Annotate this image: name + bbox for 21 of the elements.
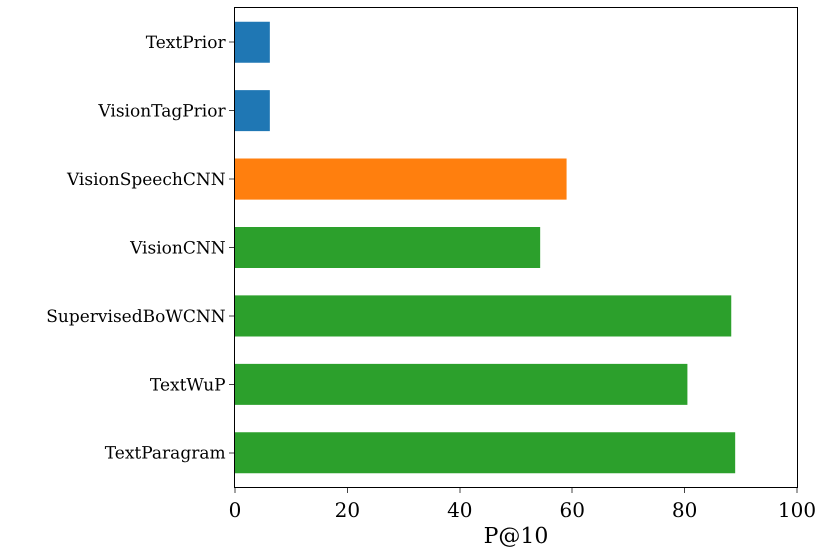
- bar: [235, 364, 688, 405]
- x-tick-label: 80: [672, 498, 698, 522]
- y-tick-label: TextWuP: [150, 375, 226, 396]
- x-tick-label: 20: [334, 498, 360, 522]
- y-tick-label: SupervisedBoWCNN: [46, 306, 226, 327]
- bar: [235, 226, 540, 268]
- bar: [235, 432, 736, 474]
- y-tick-label: VisionTagPrior: [97, 102, 226, 122]
- x-axis-title: P@10: [484, 524, 548, 549]
- y-tick-label: TextParagram: [104, 444, 226, 464]
- bar: [235, 90, 270, 132]
- x-tick-label: 40: [447, 498, 473, 522]
- bar: [235, 295, 732, 336]
- y-tick-label: TextPrior: [146, 33, 226, 54]
- bar: [235, 158, 567, 200]
- x-tick-label: 0: [228, 498, 242, 522]
- x-tick-label: 100: [778, 498, 816, 522]
- y-tick-label: VisionSpeechCNN: [66, 170, 226, 190]
- x-tick-label: 60: [559, 498, 585, 522]
- bar: [235, 22, 270, 63]
- y-tick-label: VisionCNN: [129, 238, 226, 258]
